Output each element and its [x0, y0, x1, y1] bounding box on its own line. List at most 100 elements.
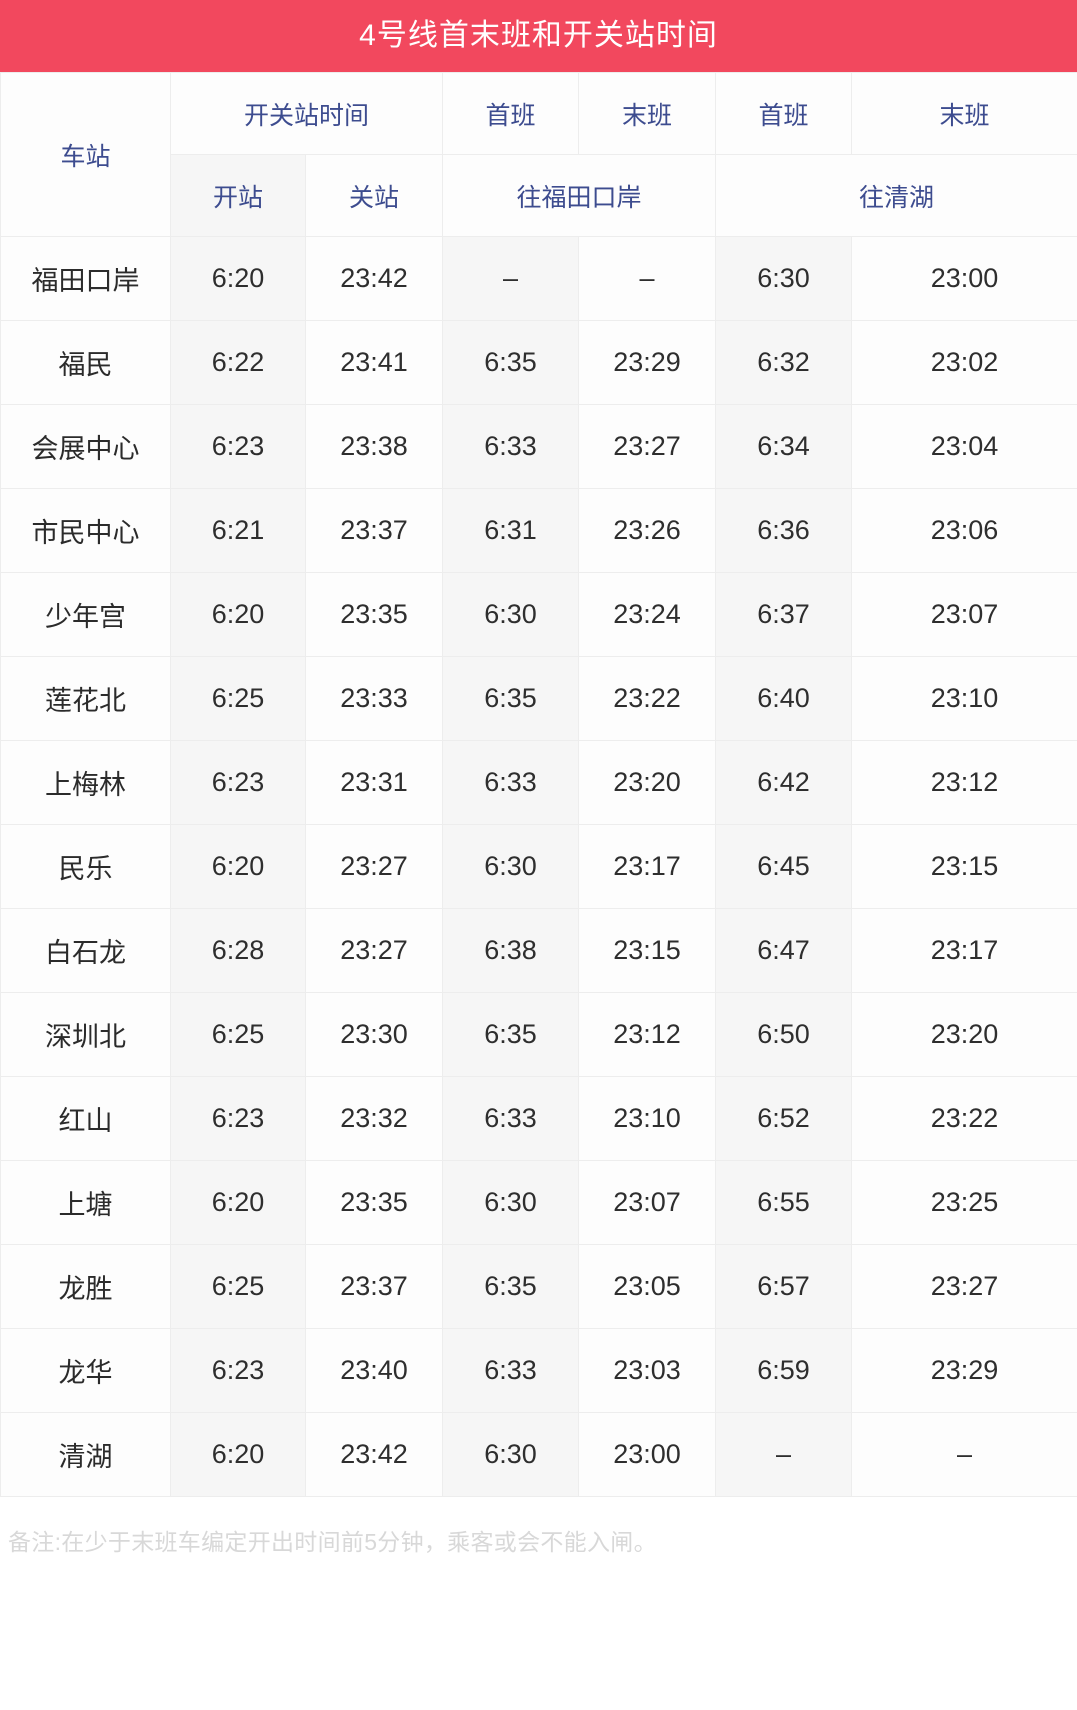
- cell-station-name: 上塘: [0, 1160, 171, 1245]
- cell-first-train-futiankouan: 6:38: [442, 908, 580, 993]
- table-row: 福民 6:22 23:41 6:35 23:29 6:32 23:02: [0, 320, 1077, 405]
- cell-last-train-qinghu: 23:27: [851, 1244, 1077, 1329]
- cell-close-time: 23:35: [304, 1160, 444, 1245]
- cell-last-train-futiankouan: –: [578, 236, 717, 321]
- page-title: 4号线首末班和开关站时间: [359, 19, 718, 52]
- cell-last-train-futiankouan: 23:27: [578, 404, 717, 489]
- cell-last-train-qinghu: 23:20: [851, 992, 1077, 1077]
- cell-open-time: 6:23: [170, 404, 306, 489]
- cell-close-time: 23:37: [304, 488, 444, 573]
- cell-station-name: 民乐: [0, 824, 171, 909]
- cell-last-train-futiankouan: 23:00: [578, 1412, 717, 1497]
- header-last-train-to-futiankouan: 末班: [578, 72, 717, 155]
- cell-station-name: 清湖: [0, 1412, 171, 1497]
- cell-station-name: 白石龙: [0, 908, 171, 993]
- cell-last-train-futiankouan: 23:15: [578, 908, 717, 993]
- cell-open-time: 6:20: [170, 1160, 306, 1245]
- cell-last-train-futiankouan: 23:12: [578, 992, 717, 1077]
- cell-open-time: 6:25: [170, 992, 306, 1077]
- cell-first-train-futiankouan: 6:35: [442, 320, 580, 405]
- cell-station-name: 市民中心: [0, 488, 171, 573]
- cell-open-time: 6:25: [170, 656, 306, 741]
- table-row: 上梅林 6:23 23:31 6:33 23:20 6:42 23:12: [0, 740, 1077, 825]
- cell-first-train-futiankouan: 6:30: [442, 824, 580, 909]
- header-sub-close: 关站: [304, 154, 444, 237]
- table-row: 红山 6:23 23:32 6:33 23:10 6:52 23:22: [0, 1076, 1077, 1161]
- remark-note: 备注:在少于末班车编定开出时间前5分钟，乘客或会不能入闸。: [8, 1529, 657, 1555]
- cell-first-train-qinghu: 6:37: [715, 572, 853, 657]
- cell-station-name: 会展中心: [0, 404, 171, 489]
- cell-last-train-qinghu: 23:07: [851, 572, 1077, 657]
- cell-first-train-qinghu: 6:40: [715, 656, 853, 741]
- cell-last-train-qinghu: 23:04: [851, 404, 1077, 489]
- cell-station-name: 莲花北: [0, 656, 171, 741]
- cell-first-train-futiankouan: 6:33: [442, 404, 580, 489]
- table-row: 市民中心 6:21 23:37 6:31 23:26 6:36 23:06: [0, 488, 1077, 573]
- cell-first-train-futiankouan: –: [442, 236, 580, 321]
- cell-last-train-futiankouan: 23:17: [578, 824, 717, 909]
- header-direction-qinghu: 往清湖: [715, 154, 1077, 237]
- cell-last-train-qinghu: 23:12: [851, 740, 1077, 825]
- cell-station-name: 少年宫: [0, 572, 171, 657]
- header-open-close-group: 开关站时间: [169, 72, 444, 155]
- header-first-train-to-futiankouan: 首班: [442, 72, 580, 155]
- cell-first-train-qinghu: 6:45: [715, 824, 853, 909]
- cell-last-train-futiankouan: 23:22: [578, 656, 717, 741]
- table-body: 福田口岸 6:20 23:42– –6:30 23:00 福民 6:22 23:41 6:35 2…: [0, 236, 1077, 1497]
- cell-last-train-futiankouan: 23:07: [578, 1160, 717, 1245]
- cell-station-name: 上梅林: [0, 740, 171, 825]
- cell-open-time: 6:20: [170, 824, 306, 909]
- cell-first-train-futiankouan: 6:31: [442, 488, 580, 573]
- cell-first-train-futiankouan: 6:30: [442, 1160, 580, 1245]
- cell-last-train-futiankouan: 23:26: [578, 488, 717, 573]
- cell-first-train-qinghu: 6:55: [715, 1160, 853, 1245]
- cell-first-train-qinghu: 6:59: [715, 1328, 853, 1413]
- cell-close-time: 23:37: [304, 1244, 444, 1329]
- cell-close-time: 23:27: [304, 824, 444, 909]
- cell-close-time: 23:40: [304, 1328, 444, 1413]
- cell-last-train-qinghu: 23:17: [851, 908, 1077, 993]
- header-row-subs: 开站 关站 往福田口岸 往清湖: [1, 154, 1077, 237]
- cell-last-train-qinghu: 23:29: [851, 1328, 1077, 1413]
- table-row: 少年宫 6:20 23:35 6:30 23:24 6:37 23:07: [0, 572, 1077, 657]
- cell-first-train-futiankouan: 6:30: [442, 1412, 580, 1497]
- cell-open-time: 6:23: [170, 1328, 306, 1413]
- cell-close-time: 23:31: [304, 740, 444, 825]
- cell-last-train-qinghu: 23:00: [851, 236, 1077, 321]
- cell-first-train-qinghu: 6:57: [715, 1244, 853, 1329]
- cell-first-train-qinghu: –: [715, 1412, 853, 1497]
- cell-open-time: 6:20: [170, 572, 306, 657]
- header-row-groups: 车站 开关站时间 首班 末班 首班 末班: [0, 72, 1077, 237]
- cell-last-train-futiankouan: 23:03: [578, 1328, 717, 1413]
- cell-first-train-qinghu: 6:34: [715, 404, 853, 489]
- cell-station-name: 福田口岸: [0, 236, 171, 321]
- cell-first-train-qinghu: 6:36: [715, 488, 853, 573]
- table-header: 车站 开关站时间 首班 末班 首班 末班 开站 关站 往福田口岸 往清湖: [0, 72, 1077, 237]
- table-row: 上塘 6:20 23:35 6:30 23:07 6:55 23:25: [0, 1160, 1077, 1245]
- cell-first-train-futiankouan: 6:33: [442, 1328, 580, 1413]
- cell-last-train-qinghu: 23:06: [851, 488, 1077, 573]
- cell-first-train-futiankouan: 6:35: [442, 656, 580, 741]
- cell-first-train-futiankouan: 6:35: [442, 1244, 580, 1329]
- cell-close-time: 23:32: [304, 1076, 444, 1161]
- cell-open-time: 6:23: [170, 740, 306, 825]
- cell-first-train-qinghu: 6:50: [715, 992, 853, 1077]
- title-banner: 4号线首末班和开关站时间: [0, 0, 1077, 72]
- table-row: 民乐 6:20 23:27 6:30 23:17 6:45 23:15: [0, 824, 1077, 909]
- table-row: 白石龙 6:28 23:27 6:38 23:15 6:47 23:17: [0, 908, 1077, 993]
- cell-close-time: 23:41: [304, 320, 444, 405]
- cell-first-train-qinghu: 6:32: [715, 320, 853, 405]
- cell-first-train-qinghu: 6:30: [715, 236, 853, 321]
- cell-first-train-futiankouan: 6:33: [442, 1076, 580, 1161]
- cell-first-train-qinghu: 6:52: [715, 1076, 853, 1161]
- cell-open-time: 6:23: [170, 1076, 306, 1161]
- cell-first-train-futiankouan: 6:35: [442, 992, 580, 1077]
- cell-open-time: 6:20: [170, 236, 306, 321]
- cell-last-train-futiankouan: 23:10: [578, 1076, 717, 1161]
- cell-open-time: 6:20: [170, 1412, 306, 1497]
- cell-open-time: 6:28: [170, 908, 306, 993]
- table-row: 会展中心 6:23 23:38 6:33 23:27 6:34 23:04: [0, 404, 1077, 489]
- cell-last-train-futiankouan: 23:24: [578, 572, 717, 657]
- cell-station-name: 红山: [0, 1076, 171, 1161]
